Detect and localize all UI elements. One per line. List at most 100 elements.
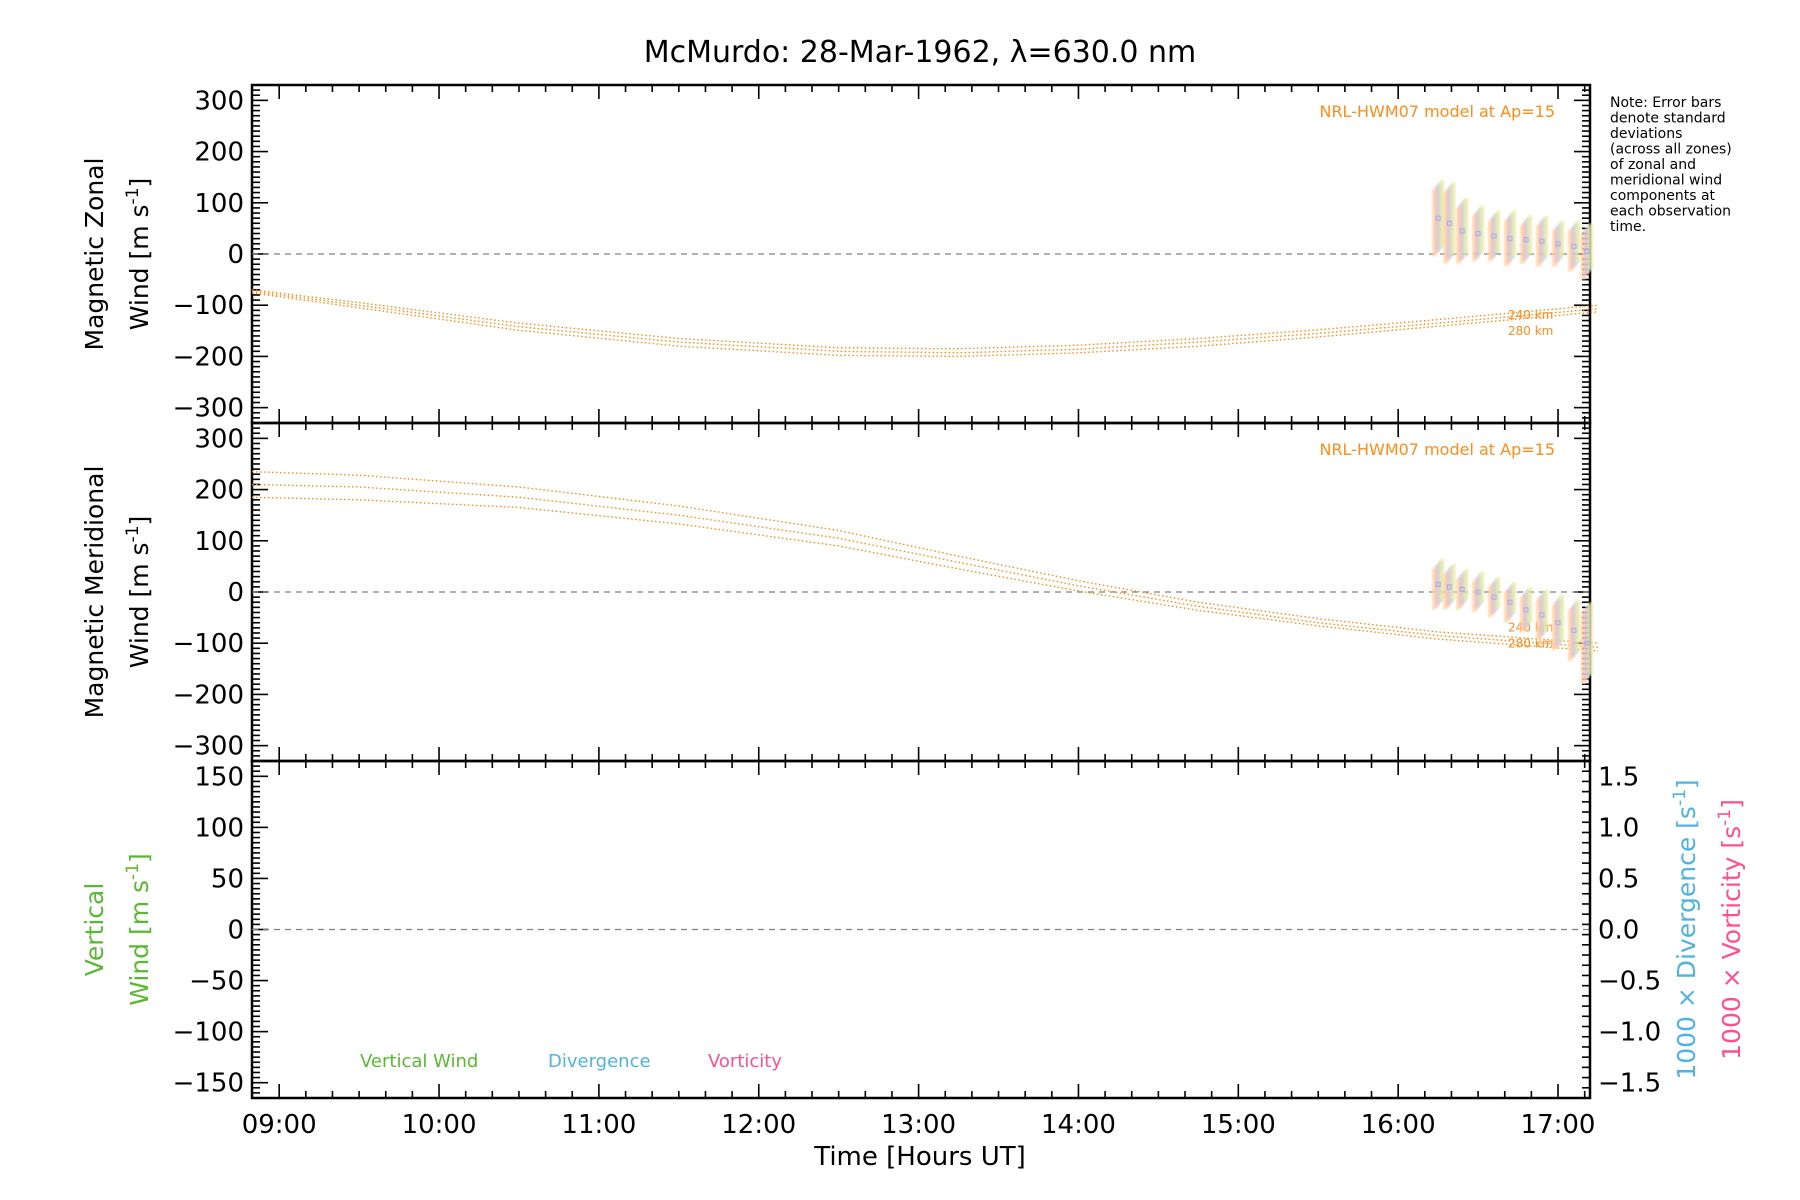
note-line: deviations	[1610, 126, 1682, 142]
y-axis-title-line1: Magnetic Meridional	[80, 466, 109, 719]
obs-point	[1446, 220, 1452, 226]
obs-point	[1446, 584, 1452, 590]
y-tick-label: 100	[194, 527, 244, 557]
y-tick-label: 200	[194, 476, 244, 506]
y-axis-title-line2: Wind [m s-1]	[123, 178, 154, 331]
model-curve	[251, 290, 1599, 354]
obs-point	[1491, 594, 1497, 600]
obs-error-bar	[1588, 602, 1594, 674]
obs-error-bar	[1575, 599, 1581, 651]
obs-error-bar	[1511, 210, 1517, 257]
y-tick-label: −300	[173, 394, 244, 424]
obs-point	[1435, 215, 1441, 221]
obs-error-bar	[1527, 215, 1533, 254]
note-line: meridional wind	[1610, 173, 1722, 189]
y2-axis-title-vorticity: 1000 × Vorticity [s-1]	[1715, 799, 1746, 1060]
obs-point	[1539, 238, 1545, 244]
y-tick-label: −200	[173, 342, 244, 372]
obs-error-bar	[1450, 182, 1456, 254]
y-tick-label: 300	[194, 424, 244, 454]
x-tick-labels: 09:00 10:00 11:00 12:00 13:00 14:00 15:00 16:00…	[242, 1110, 1596, 1140]
y2-tick-label: 1.5	[1598, 762, 1639, 792]
y-axis-title-line1: Magnetic Zonal	[80, 158, 109, 351]
obs-point	[1475, 231, 1481, 237]
x-tick-label: 13:00	[881, 1110, 956, 1140]
altitude-label: 280 km	[1508, 324, 1553, 338]
obs-point	[1555, 620, 1561, 626]
obs-error-bar	[1559, 594, 1565, 641]
obs-error-bar	[1575, 220, 1581, 262]
y-tick-label: −150	[173, 1069, 244, 1099]
y-tick-label: −200	[173, 680, 244, 710]
y2-axis-title-divergence: 1000 × Divergence [s-1]	[1670, 779, 1701, 1079]
x-tick-label: 16:00	[1361, 1110, 1436, 1140]
y-tick-label: −100	[173, 291, 244, 321]
note-line: denote standard	[1610, 111, 1726, 127]
obs-error-bar	[1511, 581, 1517, 613]
x-tick-label: 11:00	[561, 1110, 636, 1140]
model-curve	[251, 470, 1599, 644]
model-label: NRL-HWM07 model at Ap=15	[1319, 102, 1555, 121]
obs-point	[1435, 581, 1441, 587]
x-tick-label: 12:00	[721, 1110, 796, 1140]
obs-point	[1459, 228, 1465, 234]
vertical-wind-panel: 150 100 50 0 −50 −100 −150 Vertical Wind [m s-1]…	[80, 759, 1746, 1100]
x-tick-label: 15:00	[1201, 1110, 1276, 1140]
x-tick-label: 14:00	[1041, 1110, 1116, 1140]
obs-point	[1491, 233, 1497, 239]
obs-point	[1523, 607, 1529, 613]
y-axis-title-line2: Wind [m s-1]	[123, 516, 154, 669]
obs-error-bar	[1543, 589, 1549, 631]
altitude-label: 280 km	[1508, 637, 1553, 651]
y-tick-label: 200	[194, 138, 244, 168]
y-tick-label: 100	[194, 189, 244, 219]
obs-point	[1507, 236, 1513, 242]
y2-tick-label: 0.0	[1598, 916, 1639, 946]
obs-point	[1571, 243, 1577, 249]
note-line: components at	[1610, 188, 1716, 204]
y-tick-label: 50	[211, 864, 244, 894]
note-line: (across all zones)	[1610, 142, 1732, 158]
obs-point	[1584, 640, 1590, 646]
y2-tick-label: −1.0	[1598, 1018, 1661, 1048]
obs-error-bar	[1463, 568, 1469, 600]
legend-item: Vorticity	[708, 1051, 782, 1072]
obs-error-bar	[1559, 220, 1565, 257]
obs-error-bar	[1543, 215, 1549, 257]
y-tick-label: 300	[194, 86, 244, 116]
x-tick-label: 09:00	[242, 1110, 317, 1140]
obs-point	[1459, 586, 1465, 592]
obs-error-bar	[1450, 563, 1456, 600]
obs-error-bar	[1479, 571, 1485, 603]
y-tick-label: 0	[227, 916, 244, 946]
chart-title: McMurdo: 28-Mar-1962, λ=630.0 nm	[644, 35, 1197, 70]
model-label: NRL-HWM07 model at Ap=15	[1319, 440, 1555, 459]
model-curve	[251, 292, 1599, 358]
y2-tick-label: 1.0	[1598, 813, 1639, 843]
obs-error-bar	[1479, 205, 1485, 252]
obs-point	[1584, 248, 1590, 254]
y-tick-label: 150	[194, 762, 244, 792]
x-tick-label: 17:00	[1521, 1110, 1596, 1140]
obs-point	[1507, 599, 1513, 605]
zonal-wind-panel: 300 200 100 0 −100 −200 −300 Magnetic Zonal Wind…	[80, 83, 1599, 425]
obs-error-bar	[1495, 210, 1501, 252]
y-tick-label: 0	[227, 578, 244, 608]
altitude-label: 240 km	[1508, 308, 1553, 322]
legend-item: Vertical Wind	[360, 1051, 478, 1072]
obs-point	[1555, 241, 1561, 247]
obs-error-bar	[1495, 576, 1501, 608]
model-curve	[251, 483, 1599, 649]
obs-point	[1571, 627, 1577, 633]
model-curve	[251, 289, 1599, 350]
legend-item: Divergence	[548, 1051, 651, 1072]
y-axis-title-line1: Vertical	[80, 883, 109, 977]
x-tick-label: 10:00	[402, 1110, 477, 1140]
obs-error-bar	[1439, 558, 1445, 600]
y-tick-label: −50	[189, 967, 244, 997]
note-line: of zonal and	[1610, 157, 1696, 173]
y2-tick-label: −1.5	[1598, 1069, 1661, 1099]
y-axis-title-line2: Wind [m s-1]	[123, 853, 154, 1006]
